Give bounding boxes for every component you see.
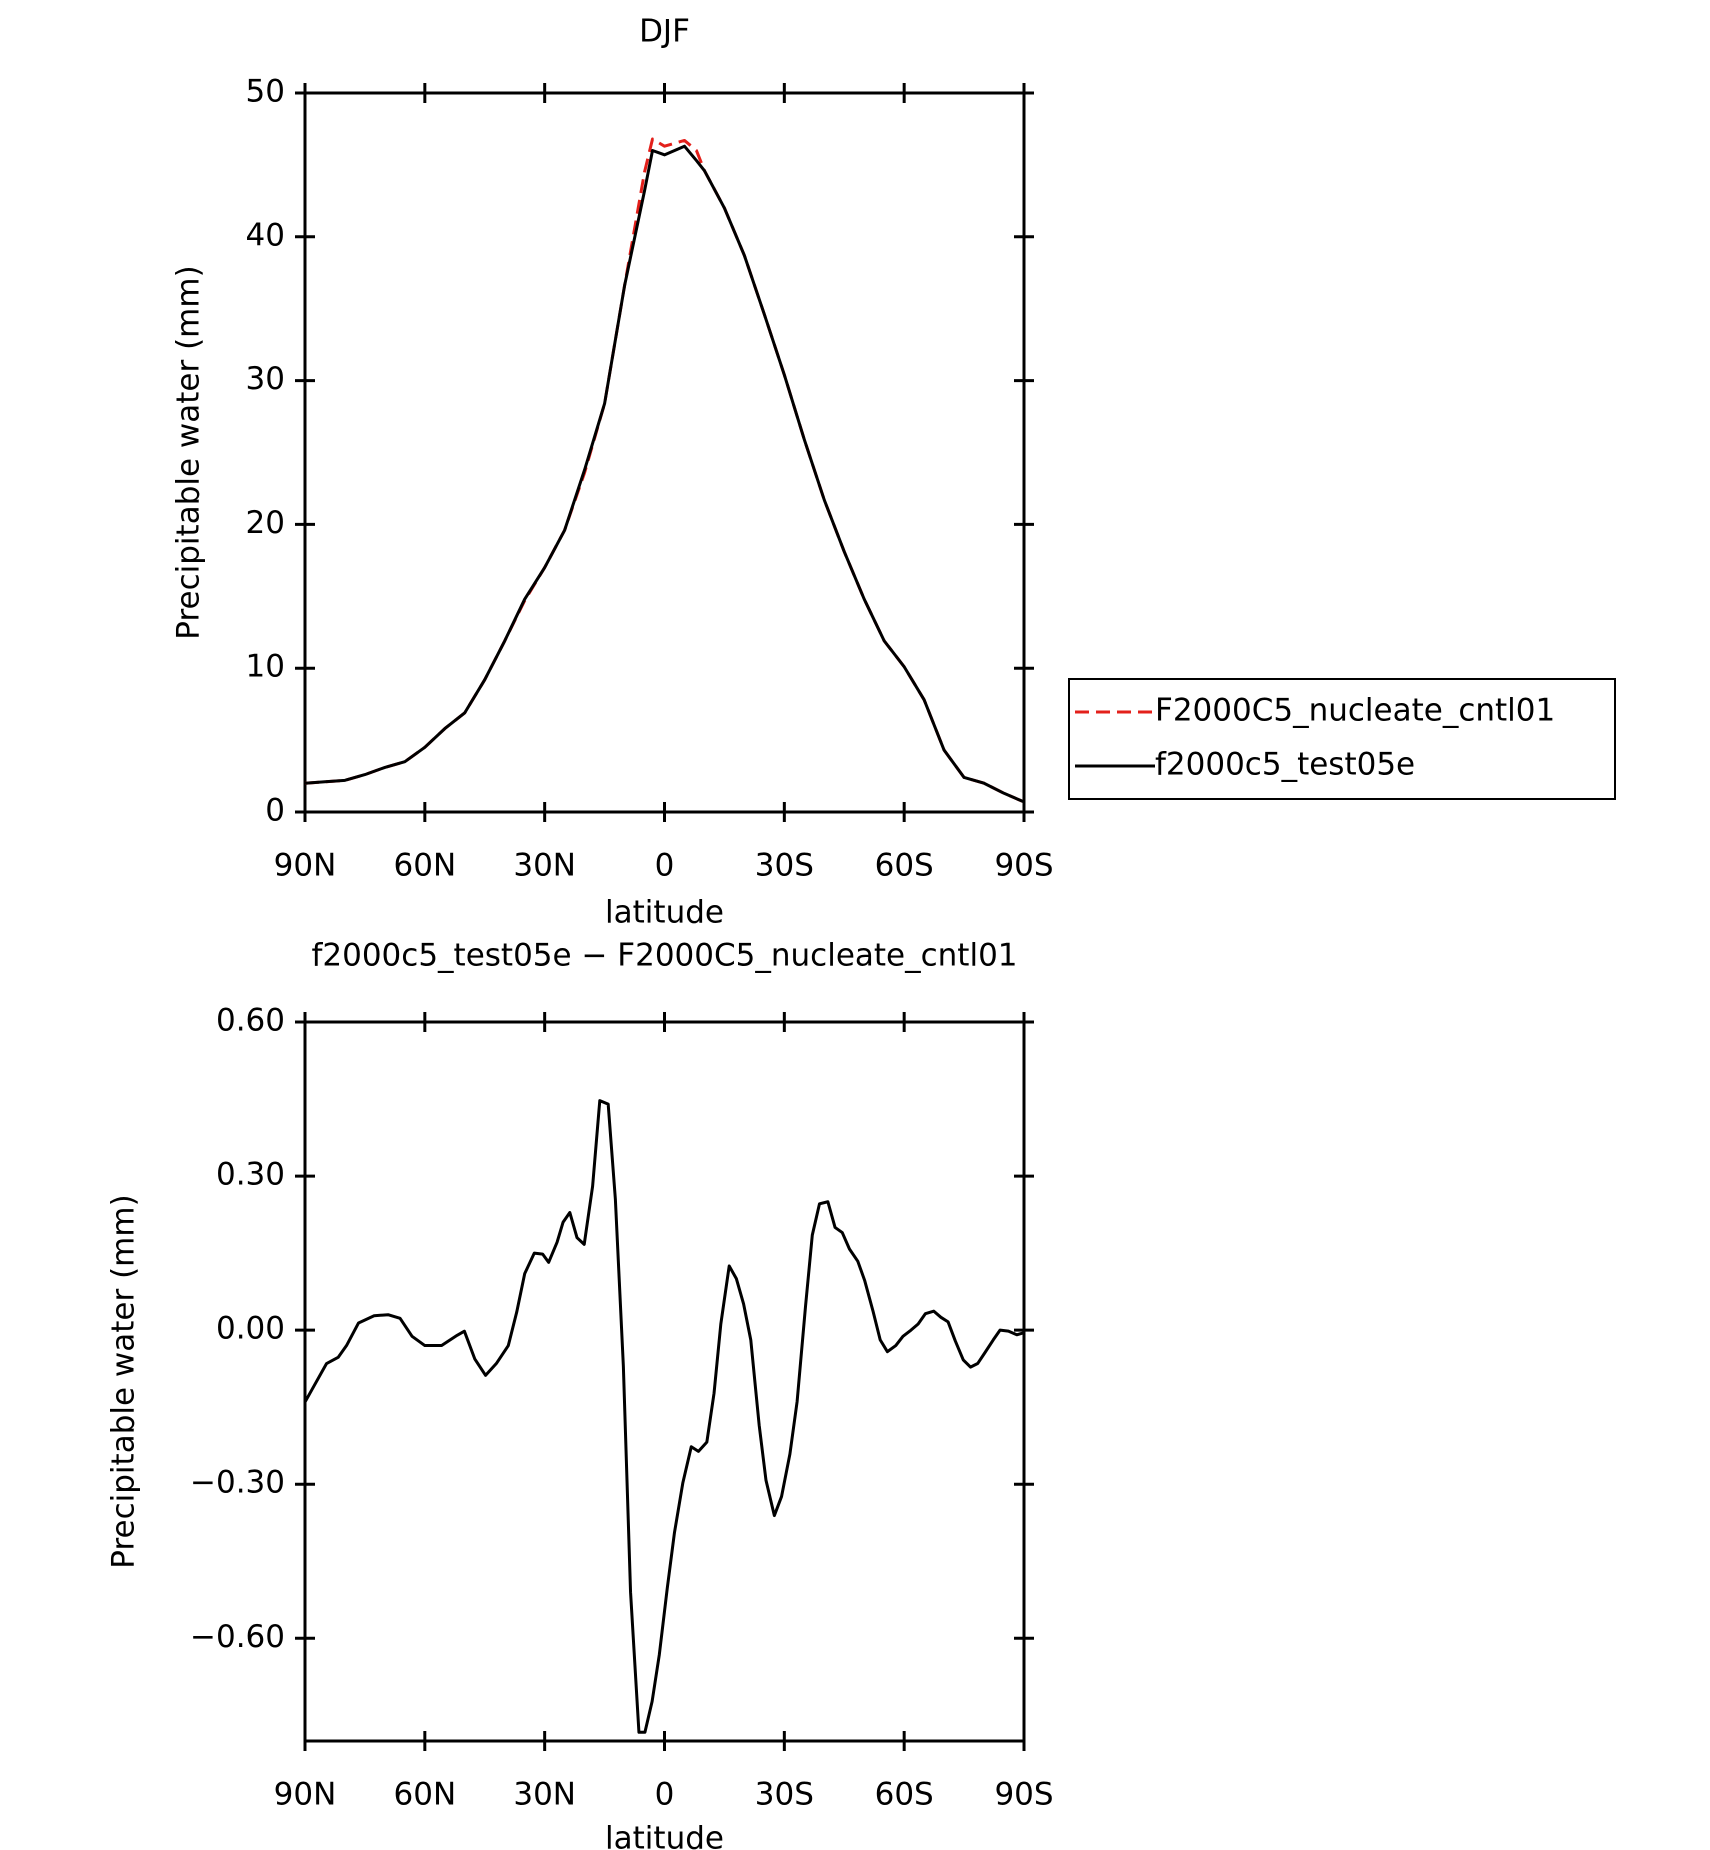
data-line	[304, 144, 1025, 804]
y-tick-label: 40	[246, 217, 285, 253]
y-tick-label: 10	[246, 649, 285, 685]
y-tick-label: 0.30	[216, 1157, 285, 1193]
y-tick-label: 0	[265, 793, 285, 829]
plot-frame	[303, 1020, 1026, 1743]
x-tick-label: 90S	[994, 848, 1053, 884]
y-tick-label: −0.60	[190, 1619, 285, 1655]
y-tick-label: −0.30	[190, 1465, 285, 1501]
x-axis-label: latitude	[605, 895, 724, 931]
x-tick-label: 90S	[994, 1777, 1053, 1813]
y-tick-label: 50	[246, 74, 285, 110]
data-line	[303, 1099, 1025, 1734]
x-tick-label: 30N	[513, 848, 576, 884]
data-line	[304, 137, 1025, 804]
x-tick-label: 60S	[875, 1777, 934, 1813]
legend-box	[1068, 678, 1616, 800]
y-tick-label: 0.00	[216, 1311, 285, 1347]
plot-frame	[303, 91, 1026, 814]
x-tick-label: 0	[655, 848, 675, 884]
x-tick-label: 60N	[394, 1777, 457, 1813]
x-tick-label: 60N	[394, 848, 457, 884]
x-axis-label: latitude	[605, 1821, 724, 1850]
x-tick-label: 30S	[755, 848, 814, 884]
y-axis-label: Precipitable water (mm)	[171, 265, 207, 639]
legend-label: F2000C5_nucleate_cntl01	[1155, 693, 1555, 729]
x-tick-label: 90N	[274, 1777, 337, 1813]
y-tick-label: 0.60	[216, 1003, 285, 1039]
x-tick-label: 30N	[513, 1777, 576, 1813]
legend-label: f2000c5_test05e	[1155, 747, 1415, 783]
x-tick-label: 0	[655, 1777, 675, 1813]
chart-title: DJF	[639, 14, 690, 50]
x-tick-label: 90N	[274, 848, 337, 884]
x-tick-label: 30S	[755, 1777, 814, 1813]
y-tick-label: 30	[246, 361, 285, 397]
chart-title: f2000c5_test05e − F2000C5_nucleate_cntl0…	[311, 938, 1017, 974]
y-axis-label: Precipitable water (mm)	[106, 1194, 142, 1568]
y-tick-label: 20	[246, 505, 285, 541]
x-tick-label: 60S	[875, 848, 934, 884]
